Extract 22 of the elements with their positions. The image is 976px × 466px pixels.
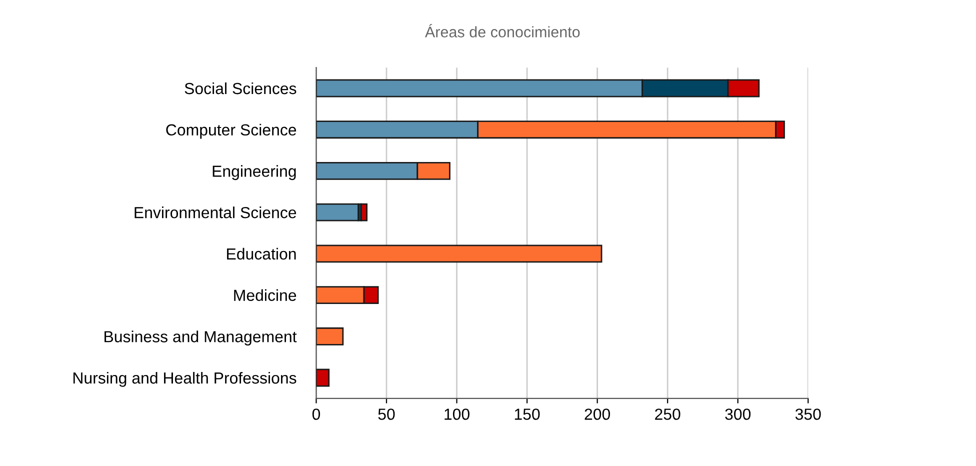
- bar: [360, 203, 368, 222]
- y-tick-label: Nursing and Health Professions: [73, 372, 296, 387]
- x-tick-label: 100: [444, 408, 470, 420]
- y-tick-label: Medicine: [234, 289, 296, 301]
- x-tick-label: 50: [378, 408, 395, 420]
- x-tick-label: 300: [725, 408, 751, 420]
- bar: [316, 203, 360, 222]
- x-tick-label: 150: [514, 408, 540, 420]
- bar: [316, 368, 330, 387]
- y-tick-label: Environmental Science: [134, 206, 296, 218]
- bar: [316, 327, 344, 346]
- chart-title: Áreas de conocimiento: [424, 24, 580, 38]
- bar: [316, 244, 602, 263]
- y-tick-label: Computer Science: [166, 124, 296, 139]
- x-tick-label: 350: [795, 408, 821, 420]
- y-tick-label: Social Sciences: [184, 82, 296, 94]
- x-tick-label: 200: [584, 408, 610, 420]
- x-tick-label: 0: [312, 408, 320, 420]
- y-tick-label: Engineering: [212, 165, 296, 180]
- y-tick-label: Education: [227, 248, 296, 260]
- x-tick-label: 250: [655, 408, 680, 420]
- y-tick-label: Business and Management: [104, 330, 297, 346]
